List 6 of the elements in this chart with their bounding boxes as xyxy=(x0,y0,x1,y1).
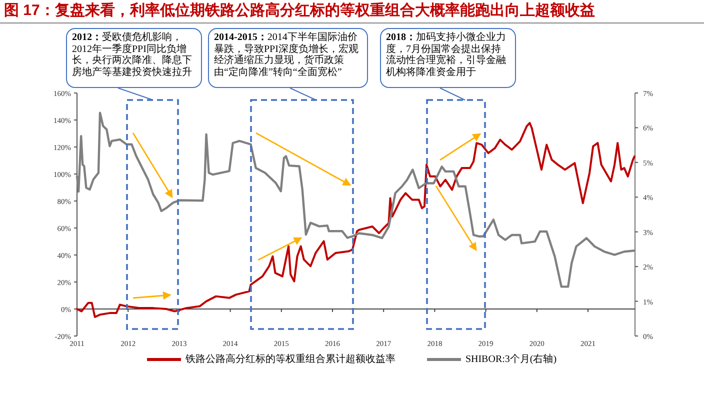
text: 2014-2015：2014下半年国际油价暴跌，导致PPI深度负增长，宏观经济通缩压力显现，货币政策由“定向降准”转向“全面宽松” xyxy=(214,32,358,78)
legend-label: 铁路公路高分红标的等权重组合累计超额收益率 xyxy=(185,354,396,365)
chart-title: 图 17：复盘来看，利率低位期铁路公路高分红标的等权重组合大概率能跑出向上超额收益 xyxy=(4,1,595,20)
text: 2018：加码支持小微企业力度，7月份国常会提出保持流动性合理宽裕，引导金融机构将降准资金用于 xyxy=(386,32,506,78)
legend-label: SHIBOR:3个月(右轴) xyxy=(465,354,557,365)
text: 2012：受欧债危机影响，2012年一季度PPI同比负增长，央行两次降准、降息下房地产等基建投资快速拉升 xyxy=(72,32,192,78)
